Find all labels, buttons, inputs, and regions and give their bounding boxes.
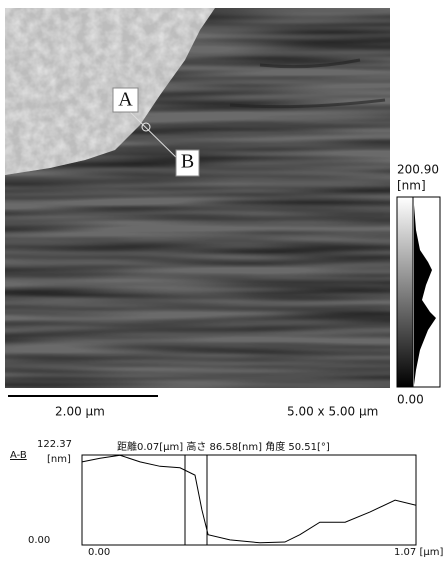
profile-line: [82, 455, 416, 543]
colorbar: [397, 197, 413, 387]
colorbar-unit: [nm]: [397, 179, 426, 193]
x-max-label: 1.07 [µm]: [394, 547, 443, 558]
profile-label: A-B: [10, 450, 27, 461]
colorbar-max: 200.90: [397, 163, 439, 177]
y-unit: [nm]: [47, 454, 71, 465]
profile-info: 距離0.07[µm] 高さ 86.58[nm] 角度 50.51[°]: [117, 440, 330, 453]
marker-b-label: B: [181, 151, 194, 173]
marker-a-label: A: [118, 89, 133, 111]
y-min-label: 0.00: [28, 535, 50, 546]
profile-frame: [82, 455, 416, 545]
colorbar-min: 0.00: [397, 393, 424, 407]
scan-size: 5.00 x 5.00 µm: [287, 405, 378, 419]
scale-bar-label: 2.00 µm: [55, 405, 105, 419]
afm-screen: A B 200.90 [nm] 0.00 2.00 µm 5.00 x 5.00…: [0, 0, 445, 563]
y-max-label: 122.37: [37, 439, 72, 450]
afm-image: [5, 8, 390, 388]
x-min-label: 0.00: [88, 547, 110, 558]
